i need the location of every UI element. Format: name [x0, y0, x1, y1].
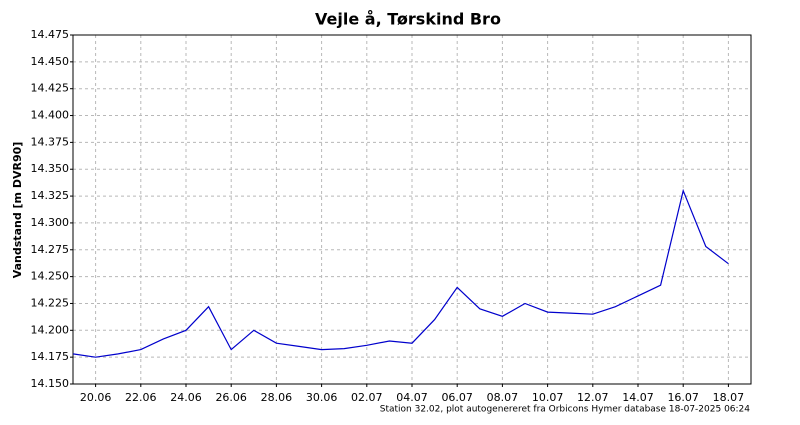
- y-tick-label: 14.300: [31, 216, 70, 229]
- x-tick-label: 16.07: [667, 391, 699, 404]
- y-axis-label: Vandstand [m DVR90]: [11, 142, 24, 279]
- x-tick-label: 30.06: [306, 391, 338, 404]
- x-tick-label: 02.07: [351, 391, 383, 404]
- footer: Station 32.02, plot autogenereret fra Or…: [380, 405, 751, 415]
- y-tick-label: 14.425: [31, 82, 70, 95]
- plot-frame: [72, 34, 752, 385]
- chart-title: Vejle å, Tørskind Bro: [315, 10, 501, 29]
- x-tick-label: 18.07: [713, 391, 745, 404]
- y-tick-label: 14.250: [31, 270, 70, 283]
- y-tick-label: 14.275: [31, 243, 70, 256]
- x-tick-label: 26.06: [215, 391, 247, 404]
- y-tick-label: 14.350: [31, 162, 70, 175]
- y-tick-label: 14.400: [31, 109, 70, 122]
- x-tick-label: 24.06: [170, 391, 202, 404]
- x-tick-label: 06.07: [441, 391, 473, 404]
- y-tick-label: 14.450: [31, 55, 70, 68]
- y-tick-label: 14.225: [31, 296, 70, 309]
- x-tick-label: 14.07: [622, 391, 654, 404]
- x-tick-label: 20.06: [80, 391, 112, 404]
- y-tick-label: 14.375: [31, 135, 70, 148]
- y-tick-label: 14.150: [31, 377, 70, 390]
- x-tick-label: 22.06: [125, 391, 157, 404]
- y-tick-label: 14.200: [31, 323, 70, 336]
- x-tick-label: 04.07: [396, 391, 428, 404]
- data-line: [72, 188, 729, 358]
- x-tick-label: 08.07: [487, 391, 519, 404]
- x-tick-label: 10.07: [532, 391, 564, 404]
- y-tick-label: 14.475: [31, 28, 70, 41]
- y-tick-label: 14.175: [31, 350, 70, 363]
- y-tick-label: 14.325: [31, 189, 70, 202]
- x-tick-label: 28.06: [261, 391, 293, 404]
- x-tick-label: 12.07: [577, 391, 609, 404]
